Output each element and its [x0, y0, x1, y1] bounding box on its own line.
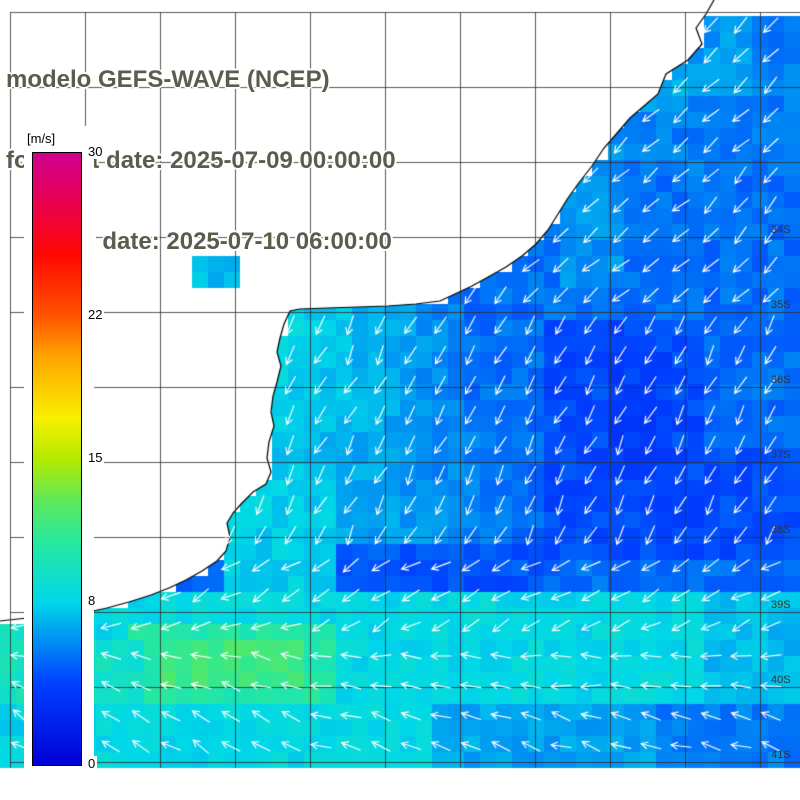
- colorbar-gradient: [32, 152, 82, 766]
- colorbar-tick-8: 8: [86, 592, 98, 608]
- lat-label-38S: 38S: [771, 524, 791, 536]
- valid-date-line: valid date: 2025-07-10 06:00:00: [41, 228, 392, 255]
- lat-label-41S: 41S: [771, 749, 791, 761]
- lat-label-34S: 34S: [771, 224, 791, 236]
- lat-label-36S: 36S: [771, 374, 791, 386]
- lat-label-39S: 39S: [771, 599, 791, 611]
- colorbar: [m/s] 30 22 15 8 0: [24, 126, 105, 778]
- model-title: modelo GEFS-WAVE (NCEP): [6, 66, 330, 93]
- colorbar-tick-0: 0: [86, 756, 98, 771]
- lat-label-37S: 37S: [771, 449, 791, 461]
- lat-label-40S: 40S: [771, 674, 791, 686]
- colorbar-tick-22: 22: [86, 307, 105, 323]
- lat-label-35S: 35S: [771, 299, 791, 311]
- colorbar-tick-30: 30: [86, 144, 105, 159]
- colorbar-tick-15: 15: [86, 450, 105, 465]
- colorbar-unit-label: [m/s]: [27, 131, 56, 146]
